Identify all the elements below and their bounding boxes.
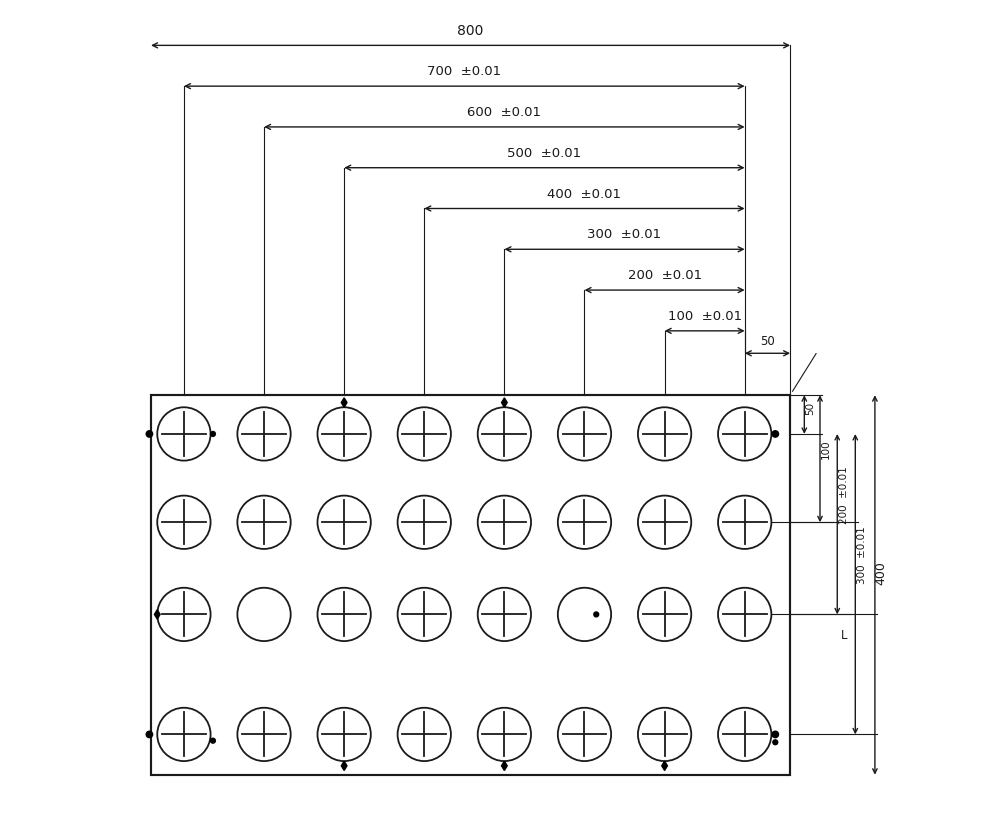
Polygon shape — [662, 761, 667, 770]
Circle shape — [558, 708, 611, 761]
Circle shape — [237, 708, 291, 761]
Circle shape — [638, 407, 691, 461]
Circle shape — [317, 496, 371, 549]
Text: 50: 50 — [760, 335, 775, 348]
Circle shape — [317, 407, 371, 461]
Circle shape — [558, 407, 611, 461]
Circle shape — [398, 708, 451, 761]
Text: 700  ±0.01: 700 ±0.01 — [427, 65, 501, 78]
Circle shape — [237, 407, 291, 461]
Circle shape — [210, 738, 216, 743]
Circle shape — [478, 496, 531, 549]
Text: 600  ±0.01: 600 ±0.01 — [467, 106, 541, 119]
Circle shape — [718, 587, 771, 641]
Circle shape — [145, 730, 153, 739]
Circle shape — [718, 407, 771, 461]
Circle shape — [558, 496, 611, 549]
Text: 300  ±0.01: 300 ±0.01 — [857, 526, 867, 584]
Circle shape — [398, 407, 451, 461]
Text: 50: 50 — [806, 401, 816, 414]
Circle shape — [237, 496, 291, 549]
Circle shape — [317, 708, 371, 761]
Circle shape — [478, 587, 531, 641]
Circle shape — [157, 708, 211, 761]
Text: 400: 400 — [875, 561, 888, 585]
Circle shape — [478, 407, 531, 461]
Circle shape — [317, 587, 371, 641]
Polygon shape — [341, 398, 347, 407]
Text: 100: 100 — [821, 439, 831, 458]
Polygon shape — [341, 761, 347, 770]
Circle shape — [718, 496, 771, 549]
Circle shape — [718, 708, 771, 761]
Circle shape — [638, 708, 691, 761]
Circle shape — [398, 496, 451, 549]
Text: L: L — [841, 628, 848, 641]
Text: 200  ±0.01: 200 ±0.01 — [628, 270, 702, 282]
Text: 800: 800 — [457, 24, 484, 38]
Text: 300  ±0.01: 300 ±0.01 — [587, 229, 662, 242]
Circle shape — [157, 407, 211, 461]
Bar — [151, 395, 790, 775]
Circle shape — [478, 708, 531, 761]
Circle shape — [157, 496, 211, 549]
Circle shape — [558, 587, 611, 641]
Circle shape — [210, 431, 216, 437]
Text: 400  ±0.01: 400 ±0.01 — [547, 188, 621, 201]
Text: 100  ±0.01: 100 ±0.01 — [668, 310, 742, 323]
Circle shape — [145, 430, 153, 438]
Circle shape — [157, 587, 211, 641]
Circle shape — [771, 730, 779, 739]
Circle shape — [771, 430, 779, 438]
Polygon shape — [502, 761, 507, 770]
Circle shape — [237, 587, 291, 641]
Circle shape — [593, 611, 599, 618]
Circle shape — [772, 739, 778, 745]
Text: 200  ±0.01: 200 ±0.01 — [839, 467, 849, 525]
Text: 500  ±0.01: 500 ±0.01 — [507, 147, 581, 160]
Circle shape — [638, 496, 691, 549]
Polygon shape — [154, 609, 160, 619]
Circle shape — [638, 587, 691, 641]
Circle shape — [398, 587, 451, 641]
Polygon shape — [502, 398, 507, 407]
